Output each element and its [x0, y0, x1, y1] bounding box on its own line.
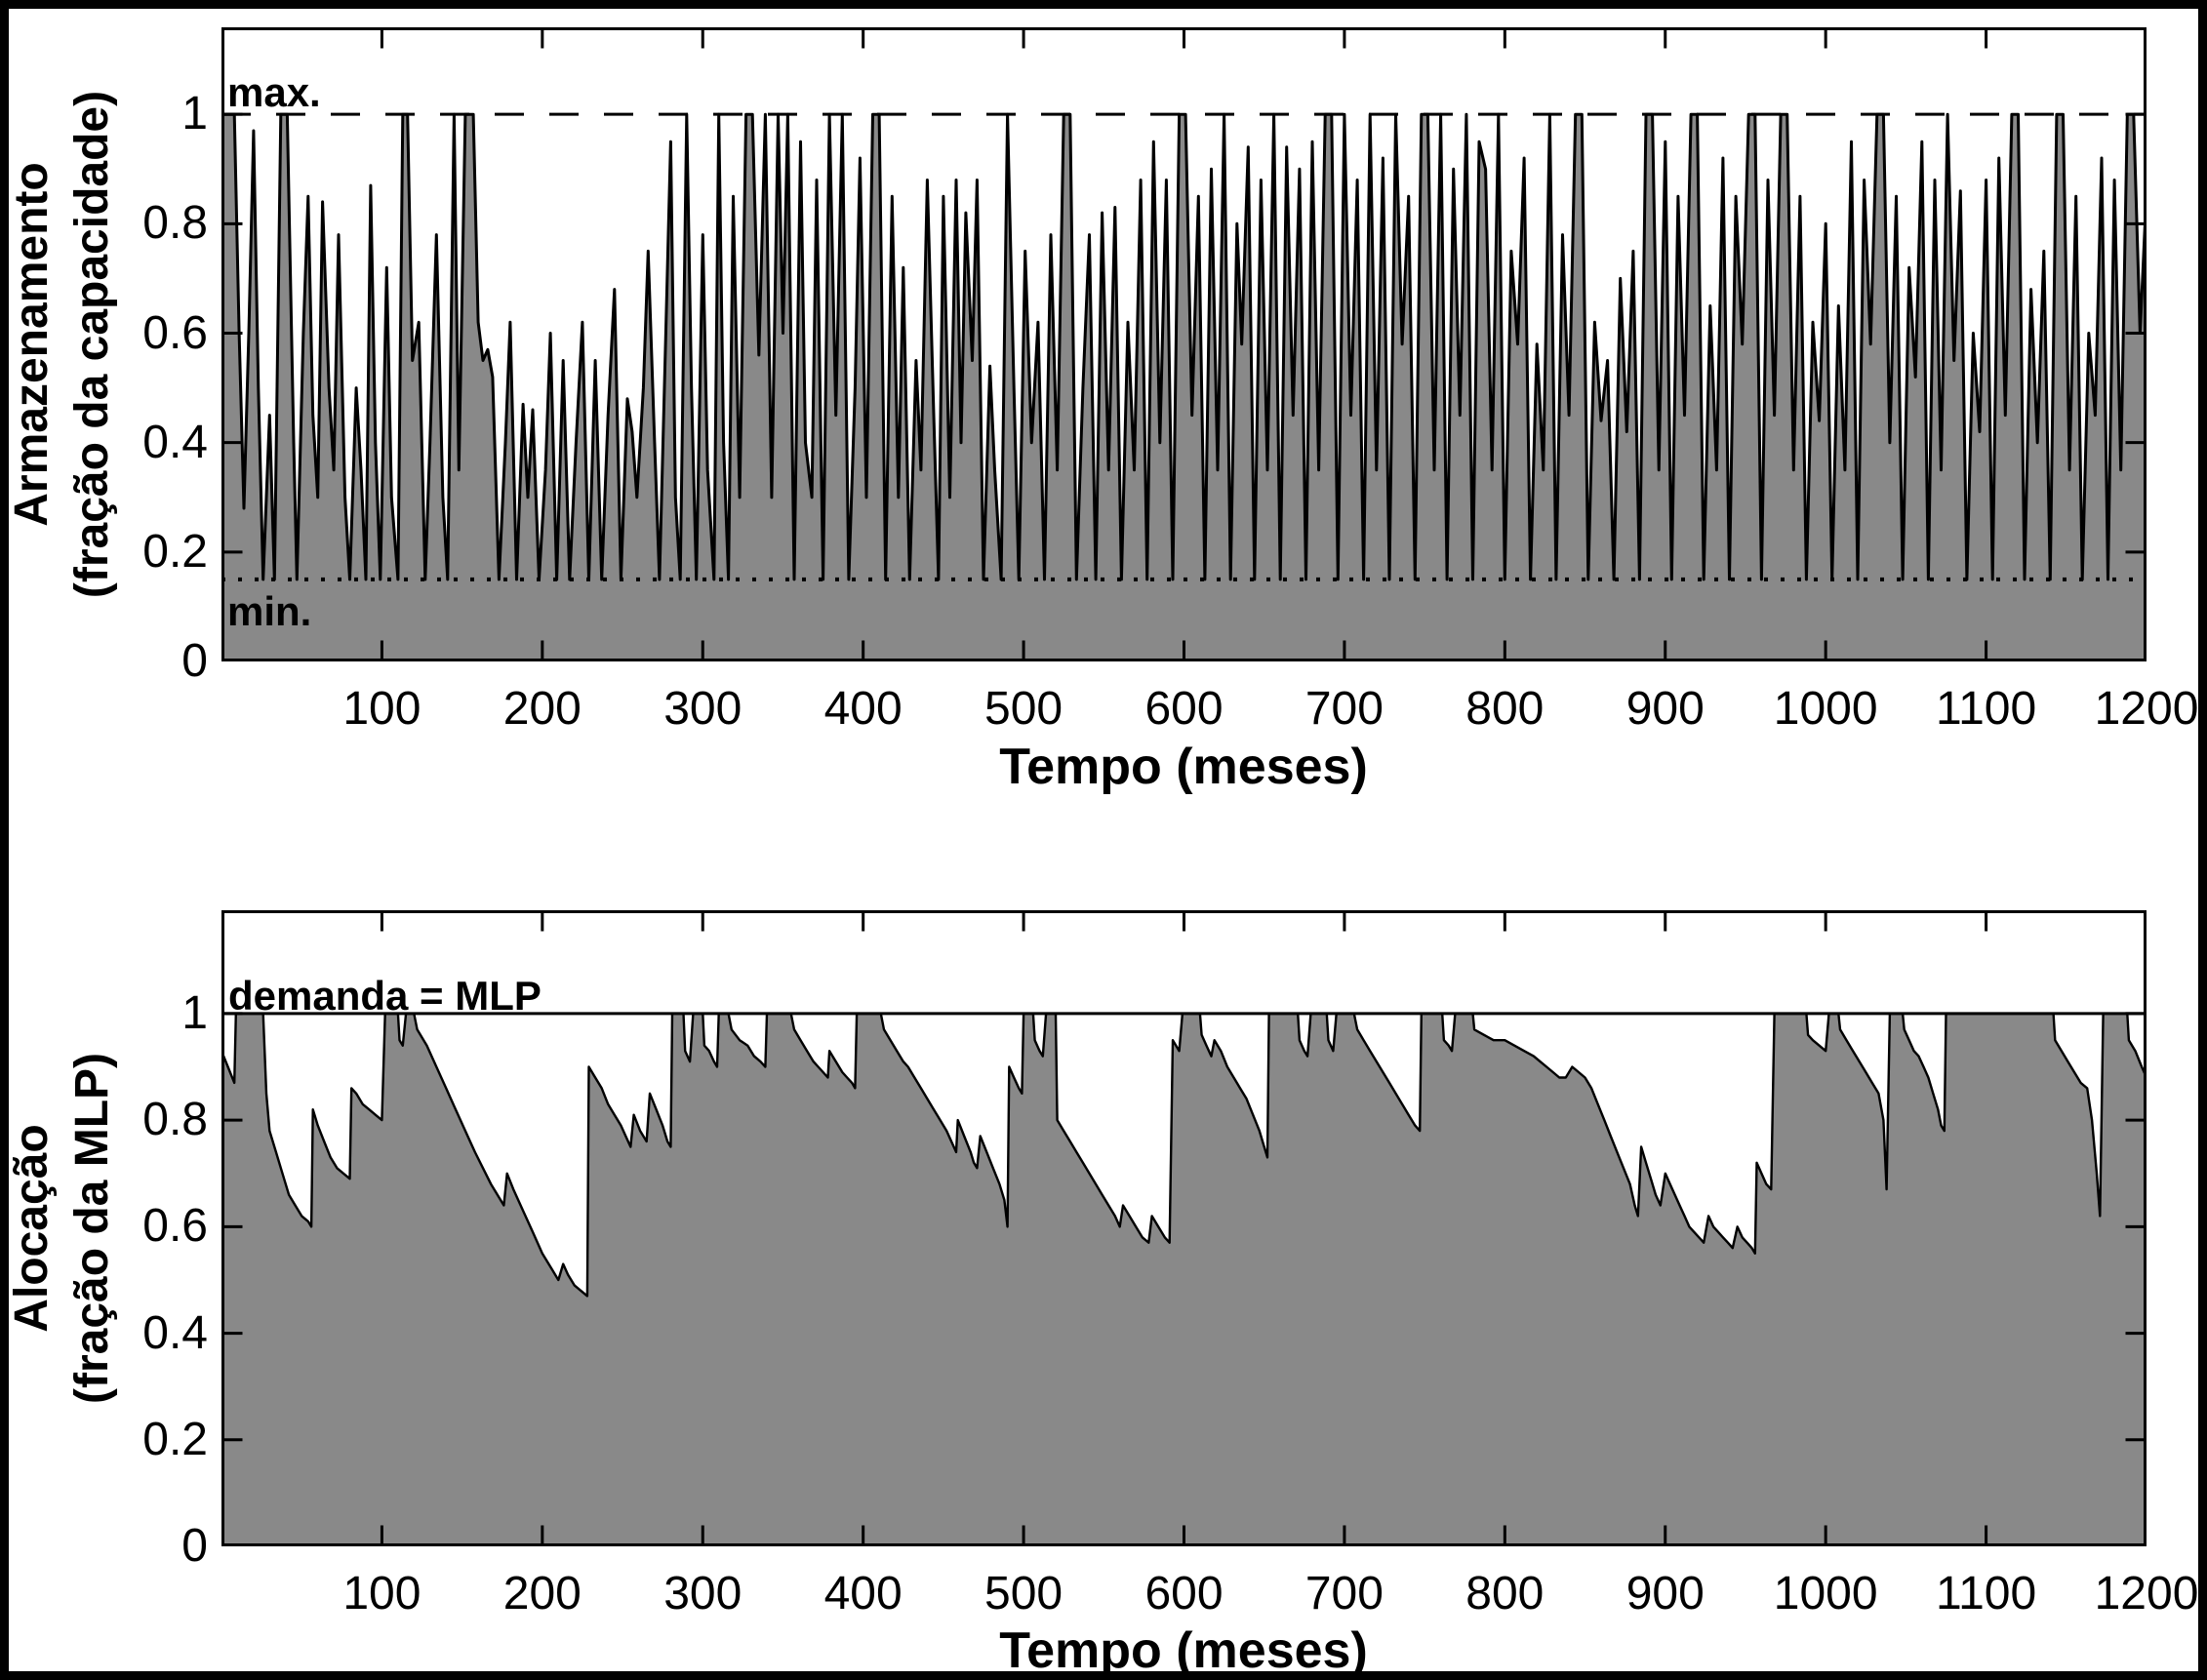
y-tick-label: 0 [181, 1520, 208, 1572]
x-tick-label: 200 [502, 683, 582, 735]
min-annotation: min. [227, 588, 312, 634]
storage-plot-frame [221, 27, 2147, 661]
allocation-plot-frame [221, 910, 2147, 1546]
y-tick-label: 0.2 [142, 525, 208, 578]
storage-ref-lines [221, 112, 2147, 581]
allocation-area-series [221, 1012, 2147, 1546]
y-tick-label: 0.8 [142, 1094, 208, 1146]
allocation-plot [221, 910, 2147, 1546]
x-tick-label: 500 [984, 683, 1063, 735]
x-tick-label: 700 [1304, 683, 1384, 735]
x-tick-label: 1000 [1773, 683, 1878, 735]
allocation-y-axis-title: Alocação (fração da MLP) [2, 1053, 123, 1404]
y-tick-label: 1 [181, 88, 208, 140]
storage-x-axis-title: Tempo (meses) [999, 739, 1368, 795]
max-annotation: max. [227, 69, 321, 115]
y-tick-label: 0.2 [142, 1413, 208, 1465]
x-tick-label: 800 [1465, 683, 1545, 735]
x-tick-label: 1100 [1935, 1568, 2037, 1620]
allocation-x-axis-title: Tempo (meses) [999, 1622, 1368, 1679]
x-tick-label: 100 [342, 683, 421, 735]
x-tick-label: 900 [1625, 1568, 1705, 1620]
storage-plot [221, 27, 2147, 661]
allocation-y-axis-title-line2: (fração da MLP) [66, 1052, 118, 1405]
x-tick-label: 200 [502, 1568, 582, 1620]
x-tick-label: 300 [663, 1568, 742, 1620]
y-tick-label: 0.6 [142, 306, 208, 359]
storage-y-axis-title-line2: (fração da capacidade) [66, 90, 118, 599]
allocation-y-axis-title-line1: Alocação [6, 1124, 58, 1333]
x-tick-label: 700 [1304, 1568, 1384, 1620]
storage-area-series [221, 112, 2147, 661]
storage-y-axis-title-line1: Armazenamento [6, 162, 58, 527]
x-tick-label: 300 [663, 683, 742, 735]
x-tick-label: 100 [342, 1568, 421, 1620]
y-tick-label: 0.6 [142, 1200, 208, 1253]
allocation-axis-ticks [222, 911, 2146, 1545]
x-tick-label: 1200 [2094, 683, 2199, 735]
storage-y-axis-title: Armazenamento (fração da capacidade) [2, 91, 123, 598]
x-tick-label: 800 [1465, 1568, 1545, 1620]
demand-annotation: demanda = MLP [228, 973, 542, 1019]
y-tick-label: 0.4 [142, 416, 208, 468]
y-tick-label: 0.4 [142, 1306, 208, 1359]
x-tick-label: 1000 [1773, 1568, 1878, 1620]
x-tick-label: 1100 [1935, 683, 2037, 735]
y-tick-label: 0 [181, 635, 208, 687]
x-tick-label: 400 [823, 683, 903, 735]
x-tick-label: 600 [1144, 683, 1224, 735]
x-tick-label: 500 [984, 1568, 1063, 1620]
storage-axis-ticks [222, 28, 2146, 660]
x-tick-label: 900 [1625, 683, 1705, 735]
x-tick-label: 600 [1144, 1568, 1224, 1620]
x-tick-label: 400 [823, 1568, 903, 1620]
y-tick-label: 1 [181, 986, 208, 1039]
x-tick-label: 1200 [2094, 1568, 2199, 1620]
y-tick-label: 0.8 [142, 197, 208, 250]
